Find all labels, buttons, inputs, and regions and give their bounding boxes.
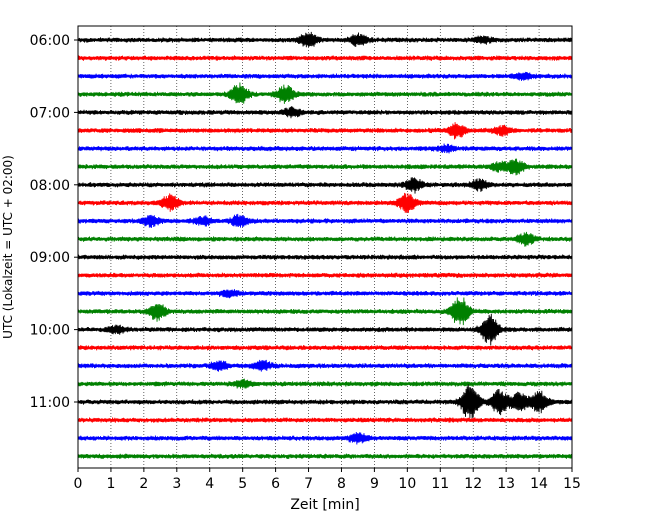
y-tick-label: 11:00 (30, 395, 70, 411)
trace-1145 (77, 453, 573, 459)
x-axis-ticks: 0 1 2 3 4 5 6 7 8 9 10 11 12 13 14 15 (74, 468, 581, 492)
trace-0630 (77, 71, 573, 81)
plot-border (77, 25, 573, 469)
x-tick-label: 8 (337, 476, 346, 492)
x-tick-label: 5 (238, 476, 247, 492)
trace-0930 (77, 289, 573, 299)
trace-1030 (77, 359, 573, 372)
traces-group (77, 31, 573, 459)
x-tick-label: 3 (172, 476, 181, 492)
y-axis-ticks: 06:00 07:00 08:00 09:00 10:00 11:00 (30, 33, 78, 411)
x-axis-label: Zeit [min] (290, 497, 359, 513)
trace-0945 (77, 297, 573, 326)
trace-1015 (77, 345, 573, 351)
trace-1130 (77, 432, 573, 445)
x-tick-label: 13 (497, 476, 515, 492)
y-axis-label: UTC (Lokalzeit = UTC + 02:00) (1, 155, 15, 339)
x-tick-label: 0 (74, 476, 83, 492)
trace-0830 (77, 213, 573, 228)
trace-0715 (77, 122, 573, 140)
y-tick-label: 08:00 (30, 178, 70, 194)
trace-0800 (77, 177, 573, 194)
trace-0900 (77, 254, 573, 260)
x-tick-label: 4 (205, 476, 214, 492)
x-tick-label: 11 (431, 476, 449, 492)
trace-0645 (77, 82, 573, 104)
y-tick-label: 06:00 (30, 33, 70, 49)
x-tick-label: 15 (563, 476, 581, 492)
x-tick-label: 1 (106, 476, 115, 492)
trace-0730 (77, 143, 573, 154)
y-tick-label: 09:00 (30, 250, 70, 266)
x-tick-label: 6 (271, 476, 280, 492)
x-tick-label: 2 (139, 476, 148, 492)
y-tick-label: 07:00 (30, 105, 70, 121)
x-tick-label: 7 (304, 476, 313, 492)
x-tick-label: 10 (398, 476, 416, 492)
x-tick-label: 12 (464, 476, 482, 492)
x-tick-label: 14 (530, 476, 548, 492)
trace-1045 (77, 378, 573, 389)
trace-0700 (77, 106, 573, 119)
trace-0845 (77, 231, 573, 247)
y-tick-label: 10:00 (30, 323, 70, 339)
trace-0745 (77, 158, 573, 176)
trace-0815 (77, 192, 573, 214)
trace-0915 (77, 272, 573, 278)
plot-frame (78, 26, 572, 468)
trace-0615 (77, 55, 573, 61)
x-tick-label: 9 (370, 476, 379, 492)
trace-1115 (77, 417, 573, 423)
trace-1100 (77, 384, 573, 419)
trace-0600 (77, 31, 573, 48)
trace-1000 (77, 313, 573, 346)
